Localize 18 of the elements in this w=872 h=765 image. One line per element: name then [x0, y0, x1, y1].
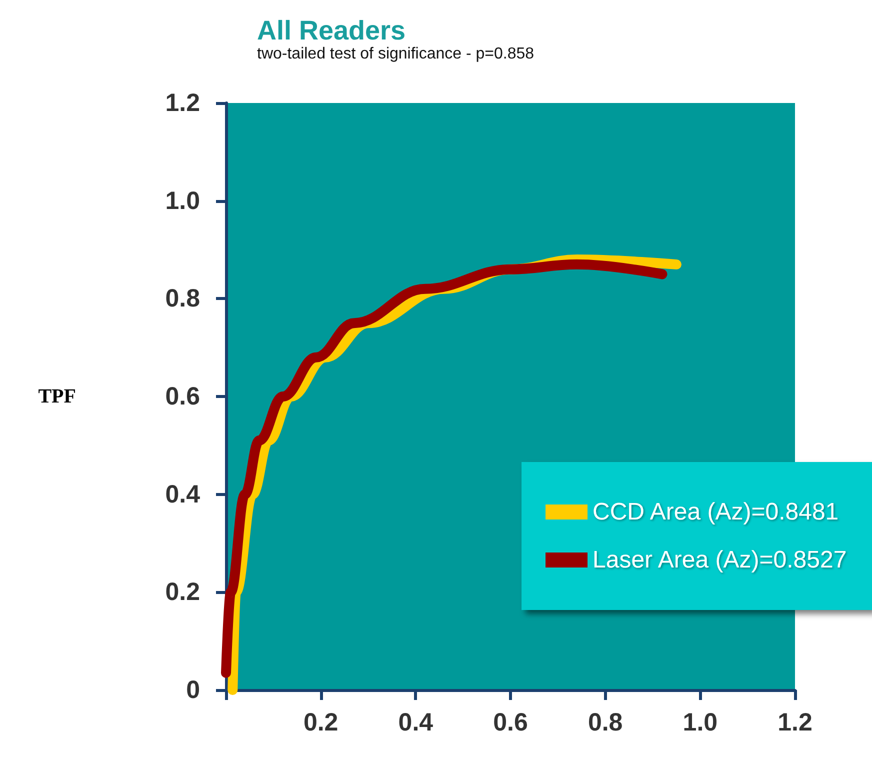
y-tick-label: 0.6: [165, 382, 200, 410]
x-tick-label: 0.4: [398, 708, 434, 736]
y-tick-label: 0.8: [165, 284, 200, 313]
y-axis-title: TPF: [38, 386, 76, 408]
chart-subtitle: two-tailed test of significance - p=0.858: [257, 46, 534, 62]
x-tick-label: 0.8: [588, 708, 623, 736]
y-tick-label: 0.2: [165, 578, 200, 606]
x-tick-label: 0.6: [493, 708, 528, 736]
chart-title: All Readers: [257, 16, 406, 46]
legend-label: Laser Area (Az)=0.8527: [592, 546, 847, 574]
x-tick-label: 1.0: [682, 708, 718, 736]
y-tick-label: 0: [186, 676, 200, 704]
x-tick-label: 0.2: [303, 708, 338, 736]
y-tick-label: 1.0: [165, 186, 200, 215]
x-tick-label: 1.2: [778, 708, 812, 736]
legend-label: CCD Area (Az)=0.8481: [592, 498, 839, 526]
y-tick-label: 1.2: [165, 89, 200, 117]
y-tick-label: 0.4: [165, 480, 200, 508]
